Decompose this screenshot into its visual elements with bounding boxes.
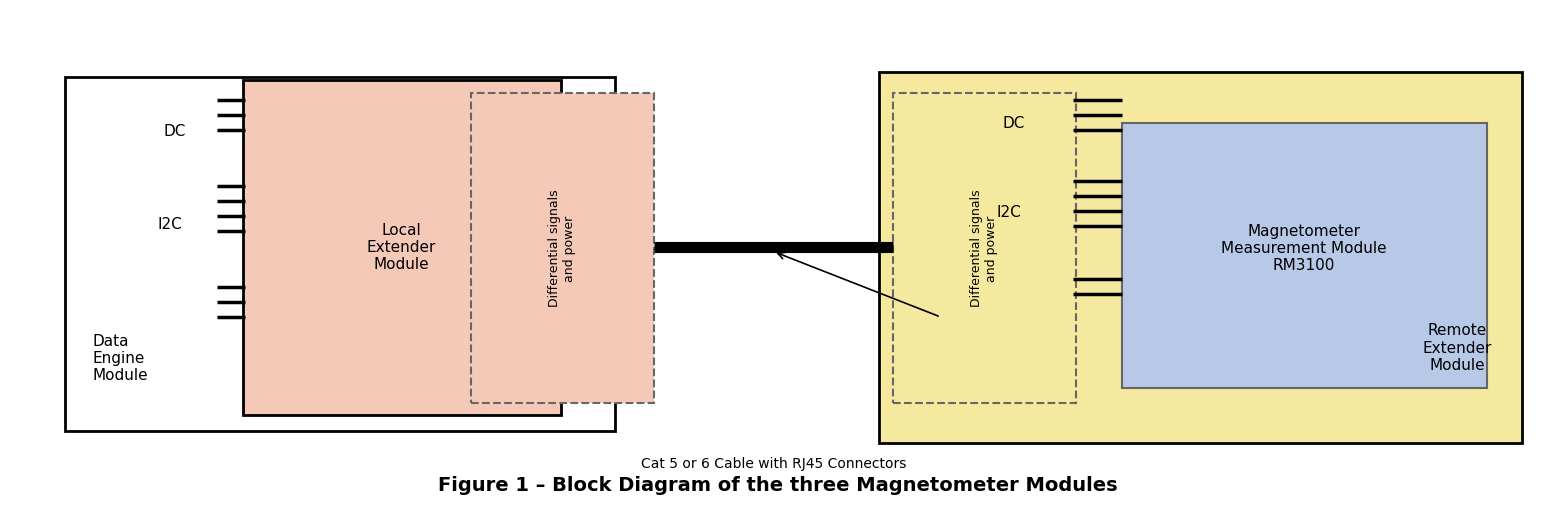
FancyBboxPatch shape — [65, 78, 615, 431]
Text: Figure 1 – Block Diagram of the three Magnetometer Modules: Figure 1 – Block Diagram of the three Ma… — [439, 475, 1117, 494]
Text: I2C: I2C — [157, 217, 182, 232]
Text: DC: DC — [1002, 116, 1024, 131]
Text: Magnetometer
Measurement Module
RM3100: Magnetometer Measurement Module RM3100 — [1221, 223, 1386, 273]
FancyBboxPatch shape — [1122, 124, 1486, 388]
FancyBboxPatch shape — [243, 81, 560, 416]
Text: Data
Engine
Module: Data Engine Module — [93, 333, 148, 383]
Text: Cat 5 or 6 Cable with RJ45 Connectors: Cat 5 or 6 Cable with RJ45 Connectors — [641, 457, 906, 470]
Text: Remote
Extender
Module: Remote Extender Module — [1422, 323, 1492, 373]
FancyBboxPatch shape — [893, 93, 1075, 403]
FancyBboxPatch shape — [471, 93, 654, 403]
FancyBboxPatch shape — [879, 73, 1522, 443]
Text: I2C: I2C — [997, 204, 1021, 219]
Text: Local
Extender
Module: Local Extender Module — [367, 222, 436, 272]
Text: Differential signals
and power: Differential signals and power — [971, 189, 999, 306]
Text: DC: DC — [163, 124, 185, 138]
Text: Differential signals
and power: Differential signals and power — [548, 189, 576, 306]
